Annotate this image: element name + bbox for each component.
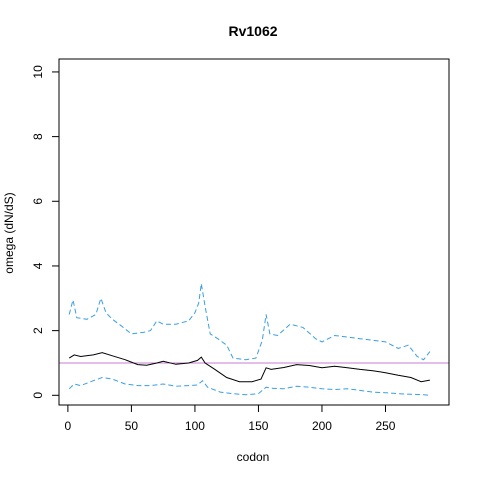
x-tick-label: 150 (248, 419, 268, 433)
y-axis-label: omega (dN/dS) (2, 192, 16, 273)
y-tick-label: 2 (31, 327, 45, 334)
x-tick-label: 250 (375, 419, 395, 433)
y-tick-label: 8 (31, 133, 45, 140)
plot-area (59, 283, 449, 396)
chart-title: Rv1062 (228, 23, 277, 39)
x-tick-label: 100 (185, 419, 205, 433)
x-tick-label: 50 (125, 419, 139, 433)
series-line-upper-bound (68, 283, 431, 361)
x-tick-label: 200 (312, 419, 332, 433)
series-line-estimate (68, 352, 430, 383)
y-tick-label: 6 (31, 198, 45, 205)
y-tick-label: 4 (31, 262, 45, 269)
y-tick-label: 0 (31, 392, 45, 399)
series-line-lower-bound (68, 376, 430, 396)
x-axis-label: codon (237, 450, 270, 464)
plot-frame (58, 58, 450, 406)
y-tick-label: 10 (31, 65, 45, 79)
x-tick-label: 0 (65, 419, 72, 433)
